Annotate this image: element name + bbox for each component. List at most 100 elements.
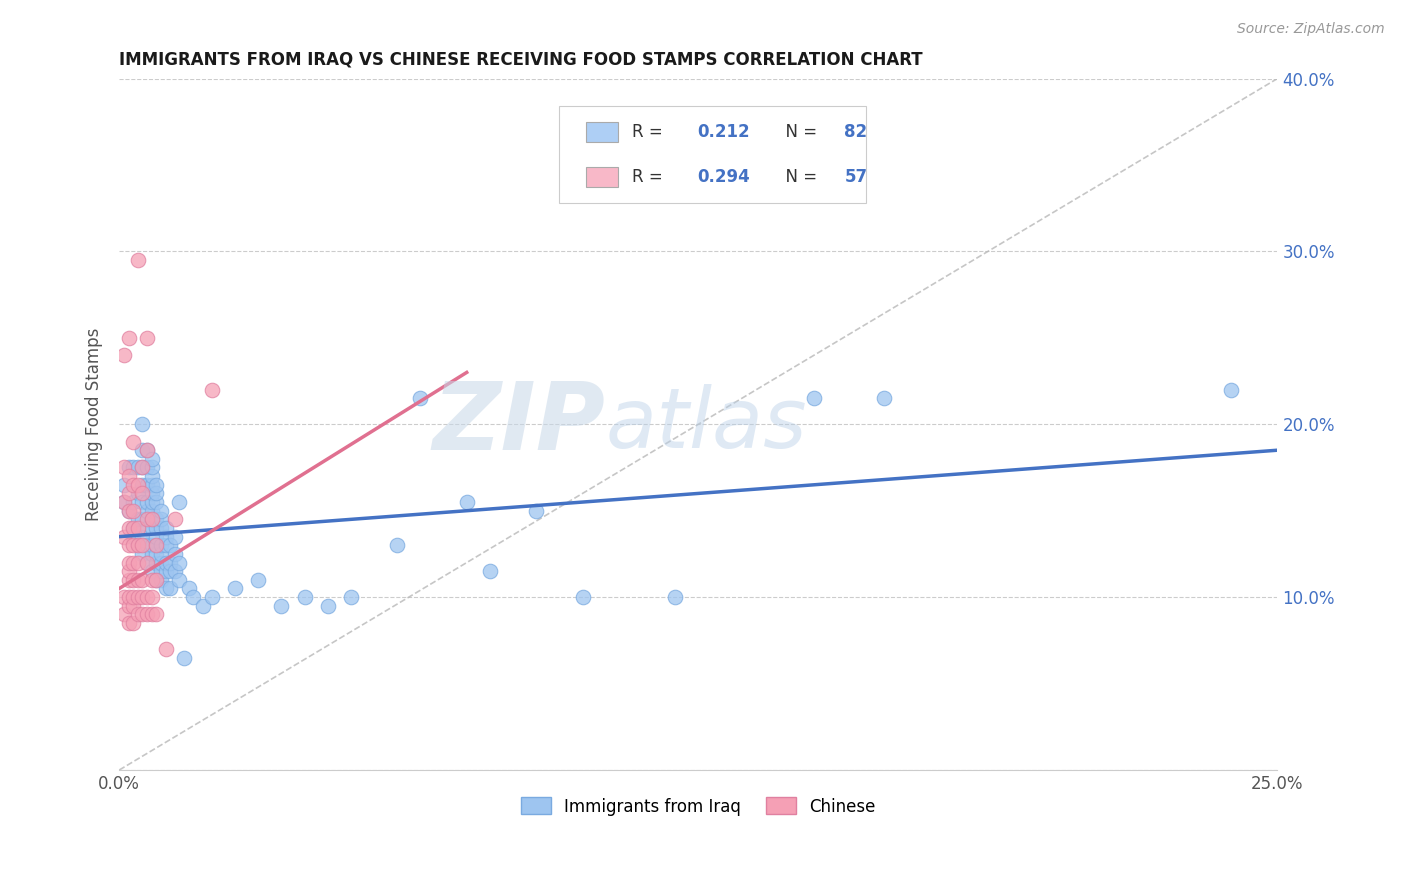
Point — [136, 512, 159, 526]
Point — [131, 460, 153, 475]
Point — [149, 512, 172, 526]
Text: ZIP: ZIP — [433, 378, 606, 470]
Point — [127, 477, 149, 491]
Point — [112, 495, 135, 509]
Point — [155, 521, 177, 535]
Point — [136, 538, 159, 552]
Point — [136, 443, 159, 458]
Point — [122, 521, 145, 535]
Point — [149, 564, 172, 578]
Point — [149, 504, 172, 518]
Point — [131, 590, 153, 604]
Point — [127, 253, 149, 268]
Point — [155, 556, 177, 570]
Point — [122, 616, 145, 631]
Point — [127, 486, 149, 500]
Point — [122, 521, 145, 535]
Point — [159, 556, 181, 570]
Point — [112, 495, 135, 509]
Point — [131, 495, 153, 509]
Point — [141, 521, 163, 535]
Point — [122, 590, 145, 604]
Point — [316, 599, 339, 613]
Point — [127, 590, 149, 604]
Point — [141, 573, 163, 587]
Point — [117, 616, 139, 631]
Point — [141, 451, 163, 466]
Point — [145, 521, 167, 535]
Legend: Immigrants from Iraq, Chinese: Immigrants from Iraq, Chinese — [513, 789, 884, 824]
Point — [872, 392, 894, 406]
Point — [117, 590, 139, 604]
Point — [136, 460, 159, 475]
Point — [159, 582, 181, 596]
Point — [149, 573, 172, 587]
Point — [294, 590, 316, 604]
Point — [136, 477, 159, 491]
Point — [145, 538, 167, 552]
Point — [169, 556, 191, 570]
Point — [127, 521, 149, 535]
Point — [122, 573, 145, 587]
Point — [456, 495, 478, 509]
Point — [117, 521, 139, 535]
Point — [117, 599, 139, 613]
Point — [145, 538, 167, 552]
Point — [131, 477, 153, 491]
Point — [136, 443, 159, 458]
Point — [803, 392, 825, 406]
Text: N =: N = — [775, 168, 823, 186]
Point — [141, 469, 163, 483]
Point — [201, 383, 224, 397]
Point — [127, 556, 149, 570]
Point — [149, 556, 172, 570]
Text: 82: 82 — [844, 123, 868, 141]
Point — [191, 599, 214, 613]
Point — [155, 564, 177, 578]
Point — [122, 460, 145, 475]
Bar — [586, 168, 619, 186]
Point — [117, 486, 139, 500]
Point — [127, 607, 149, 622]
Point — [145, 547, 167, 561]
Y-axis label: Receiving Food Stamps: Receiving Food Stamps — [86, 327, 103, 521]
Point — [571, 590, 593, 604]
Point — [112, 348, 135, 362]
Bar — [586, 122, 619, 142]
Point — [117, 573, 139, 587]
Point — [247, 573, 270, 587]
Text: IMMIGRANTS FROM IRAQ VS CHINESE RECEIVING FOOD STAMPS CORRELATION CHART: IMMIGRANTS FROM IRAQ VS CHINESE RECEIVIN… — [120, 51, 922, 69]
Point — [145, 477, 167, 491]
Point — [173, 650, 195, 665]
Point — [131, 512, 153, 526]
Point — [131, 607, 153, 622]
Point — [127, 538, 149, 552]
Point — [131, 547, 153, 561]
Point — [159, 538, 181, 552]
Point — [141, 477, 163, 491]
Point — [155, 642, 177, 657]
Point — [145, 573, 167, 587]
FancyBboxPatch shape — [560, 106, 866, 203]
Point — [141, 512, 163, 526]
Point — [127, 460, 149, 475]
Point — [127, 573, 149, 587]
Point — [163, 547, 186, 561]
Point — [478, 564, 501, 578]
Point — [117, 460, 139, 475]
Text: N =: N = — [775, 123, 823, 141]
Point — [141, 590, 163, 604]
Point — [136, 556, 159, 570]
Text: 0.294: 0.294 — [697, 168, 749, 186]
Point — [141, 607, 163, 622]
Point — [122, 538, 145, 552]
Point — [149, 521, 172, 535]
Point — [141, 495, 163, 509]
Point — [145, 556, 167, 570]
Point — [112, 590, 135, 604]
Point — [131, 460, 153, 475]
Point — [155, 582, 177, 596]
Point — [664, 590, 686, 604]
Point — [141, 512, 163, 526]
Point — [112, 530, 135, 544]
